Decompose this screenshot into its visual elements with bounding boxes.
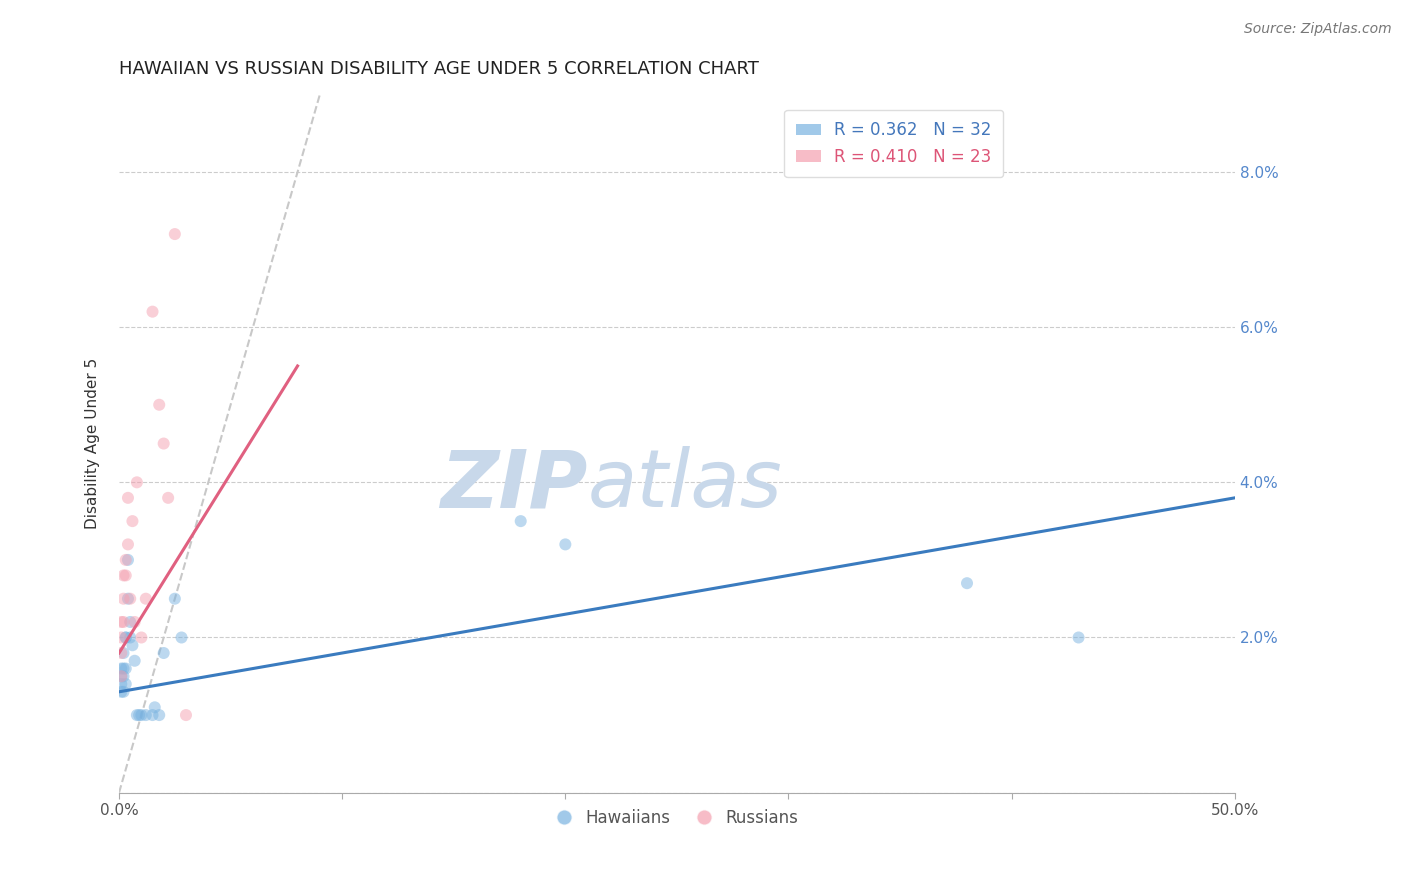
Legend: Hawaiians, Russians: Hawaiians, Russians bbox=[548, 802, 806, 833]
Point bbox=[112, 615, 135, 629]
Point bbox=[120, 615, 142, 629]
Point bbox=[112, 591, 135, 606]
Point bbox=[125, 708, 148, 723]
Point bbox=[112, 685, 135, 699]
Point bbox=[128, 708, 150, 723]
Point bbox=[114, 568, 136, 582]
Text: atlas: atlas bbox=[588, 446, 782, 524]
Point bbox=[131, 708, 153, 723]
Point bbox=[131, 631, 153, 645]
Point bbox=[112, 669, 135, 683]
Point bbox=[124, 615, 146, 629]
Point bbox=[141, 304, 163, 318]
Point bbox=[112, 646, 135, 660]
Point bbox=[148, 708, 170, 723]
Point bbox=[120, 591, 142, 606]
Point bbox=[121, 514, 143, 528]
Point bbox=[110, 669, 132, 683]
Point bbox=[114, 661, 136, 675]
Point bbox=[1067, 631, 1090, 645]
Point bbox=[117, 553, 139, 567]
Text: ZIP: ZIP bbox=[440, 446, 588, 524]
Point bbox=[152, 436, 174, 450]
Point bbox=[152, 646, 174, 660]
Point bbox=[114, 553, 136, 567]
Point bbox=[124, 654, 146, 668]
Point bbox=[110, 677, 132, 691]
Point bbox=[114, 631, 136, 645]
Point bbox=[110, 685, 132, 699]
Point bbox=[114, 677, 136, 691]
Y-axis label: Disability Age Under 5: Disability Age Under 5 bbox=[86, 358, 100, 529]
Point bbox=[121, 638, 143, 652]
Point bbox=[110, 615, 132, 629]
Point bbox=[509, 514, 531, 528]
Point bbox=[110, 631, 132, 645]
Point bbox=[163, 591, 186, 606]
Point bbox=[148, 398, 170, 412]
Text: HAWAIIAN VS RUSSIAN DISABILITY AGE UNDER 5 CORRELATION CHART: HAWAIIAN VS RUSSIAN DISABILITY AGE UNDER… bbox=[120, 60, 759, 78]
Point bbox=[141, 708, 163, 723]
Point bbox=[170, 631, 193, 645]
Point bbox=[135, 708, 157, 723]
Point bbox=[110, 646, 132, 660]
Point bbox=[125, 475, 148, 490]
Point bbox=[157, 491, 180, 505]
Point bbox=[114, 631, 136, 645]
Point bbox=[117, 591, 139, 606]
Point bbox=[112, 568, 135, 582]
Point bbox=[956, 576, 979, 591]
Point bbox=[143, 700, 166, 714]
Point bbox=[117, 537, 139, 551]
Point bbox=[117, 491, 139, 505]
Text: Source: ZipAtlas.com: Source: ZipAtlas.com bbox=[1244, 22, 1392, 37]
Point bbox=[112, 661, 135, 675]
Point bbox=[174, 708, 197, 723]
Point bbox=[110, 661, 132, 675]
Point bbox=[120, 631, 142, 645]
Point bbox=[110, 669, 132, 683]
Point bbox=[135, 591, 157, 606]
Point bbox=[163, 227, 186, 241]
Point bbox=[554, 537, 576, 551]
